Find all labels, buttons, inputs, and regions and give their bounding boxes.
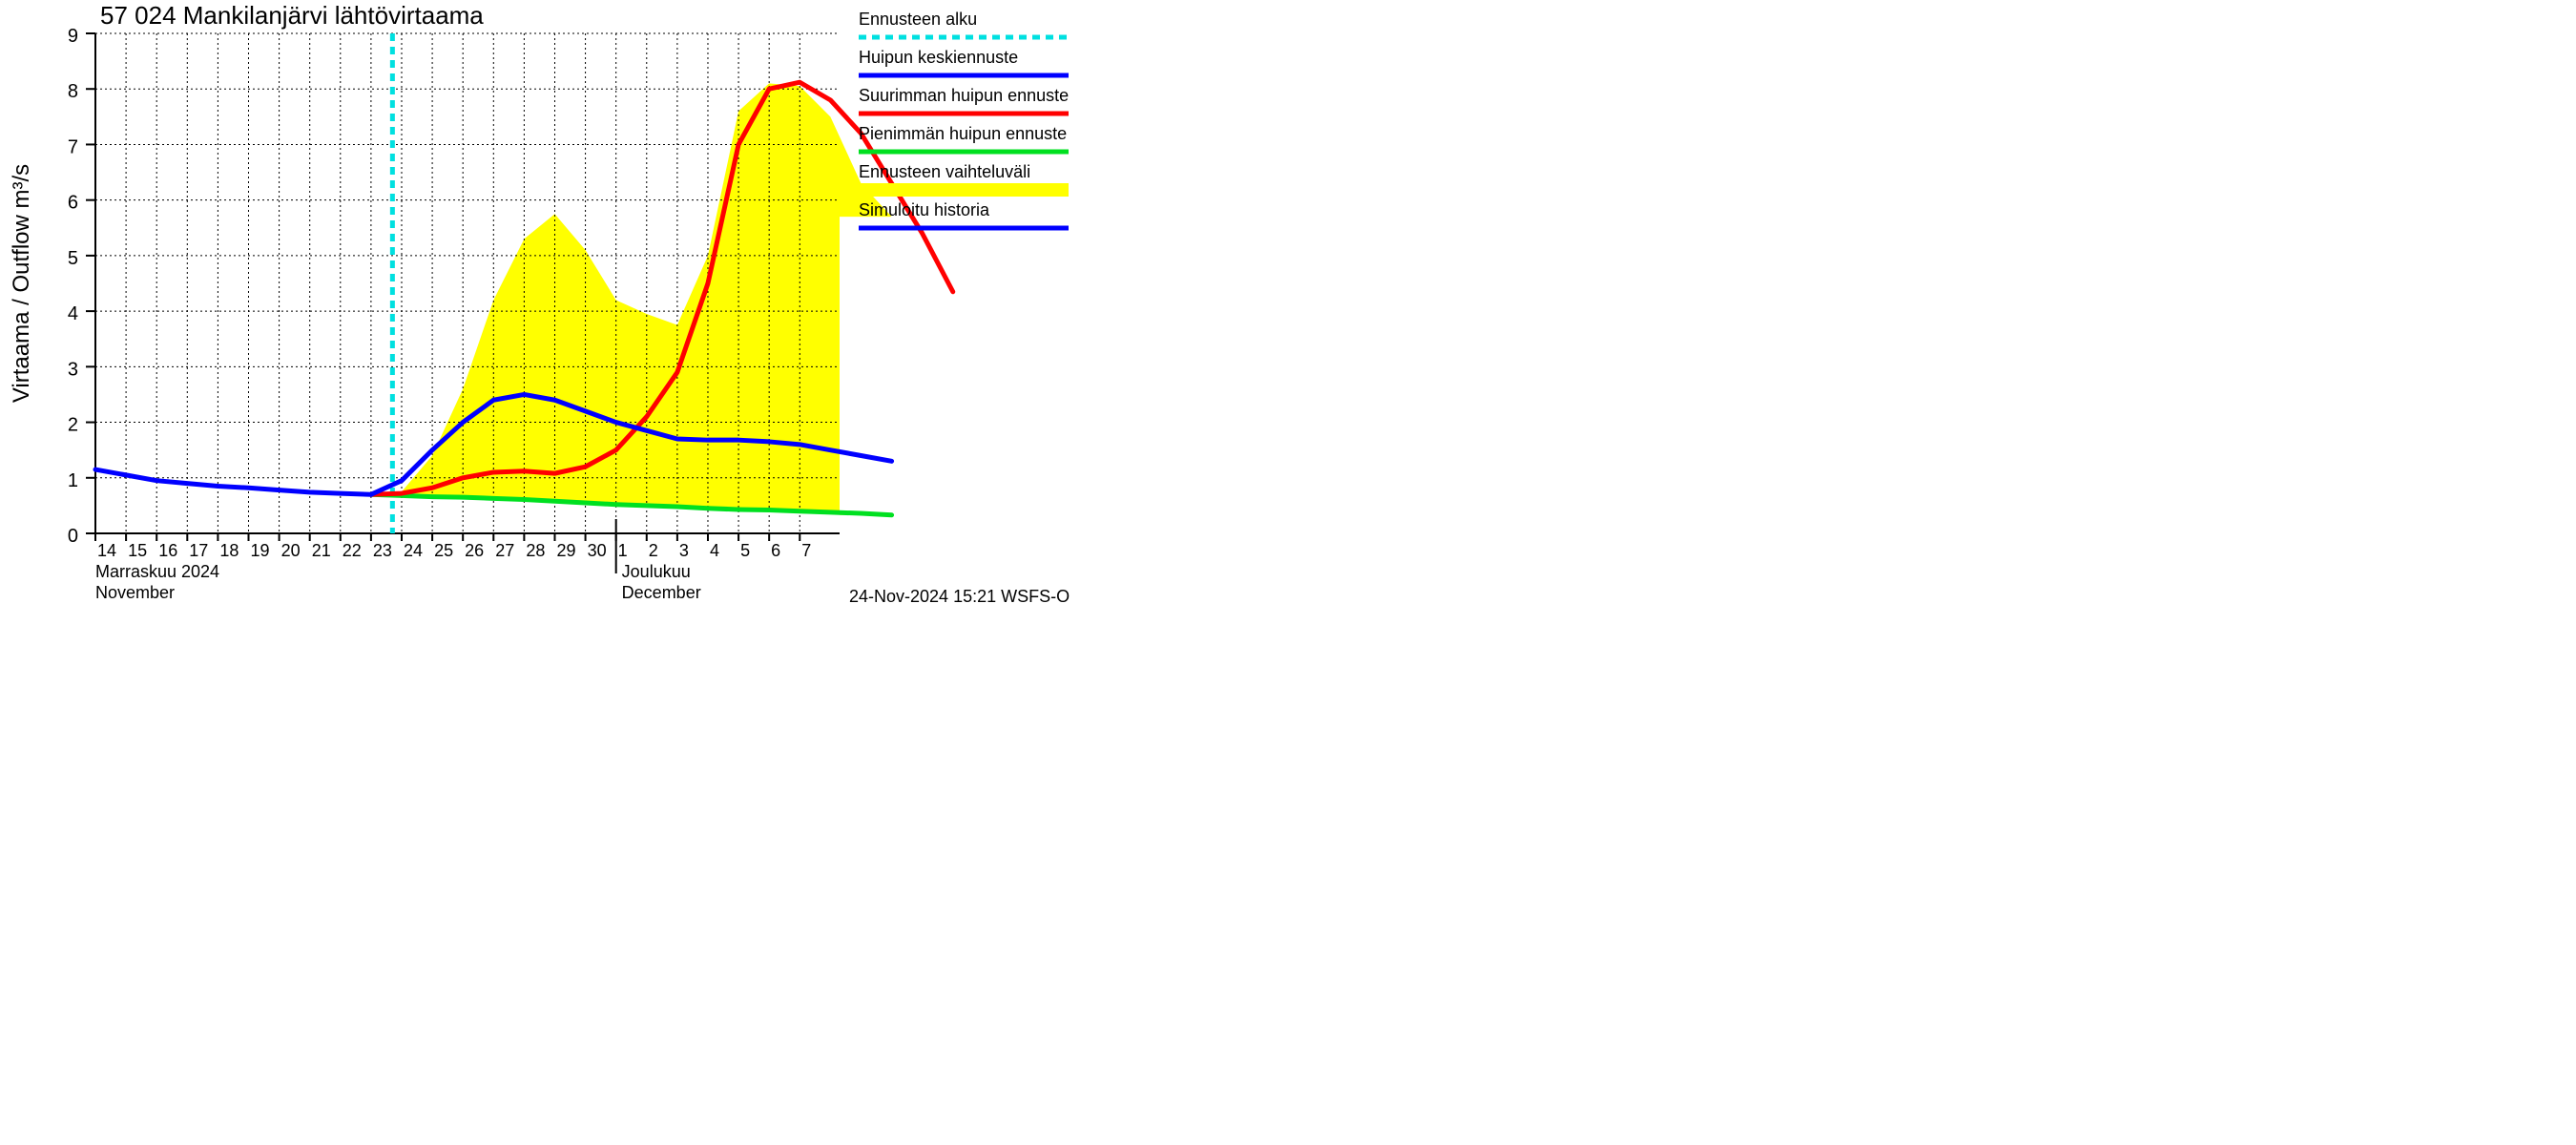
y-tick-label: 8: [68, 81, 78, 102]
y-tick-label: 7: [68, 136, 78, 157]
legend-label: Simuloitu historia: [859, 200, 990, 219]
chart-container: 57 024 Mankilanjärvi lähtövirtaama Virtaa…: [0, 0, 1431, 636]
x-tick-label: 3: [679, 541, 689, 560]
y-tick-label: 3: [68, 359, 78, 380]
legend-label: Ennusteen vaihteluväli: [859, 162, 1030, 181]
legend-label: Suurimman huipun ennuste: [859, 86, 1069, 105]
month-label-en-left: November: [95, 583, 175, 602]
x-tick-label: 25: [434, 541, 453, 560]
flow-chart: 57 024 Mankilanjärvi lähtövirtaama Virtaa…: [0, 0, 1431, 636]
x-tick-label: 4: [710, 541, 719, 560]
x-tick-label: 27: [495, 541, 514, 560]
x-tick-label: 2: [649, 541, 658, 560]
x-tick-label: 16: [158, 541, 177, 560]
x-tick-label: 29: [556, 541, 575, 560]
month-label-fi-left: Marraskuu 2024: [95, 562, 219, 581]
x-tick-label: 28: [526, 541, 545, 560]
x-tick-label: 1: [618, 541, 628, 560]
x-tick-label: 20: [281, 541, 301, 560]
x-tick-label: 17: [189, 541, 208, 560]
x-tick-label: 5: [740, 541, 750, 560]
y-tick-label: 2: [68, 415, 78, 436]
x-tick-label: 14: [97, 541, 116, 560]
x-tick-label: 30: [588, 541, 607, 560]
legend-label: Pienimmän huipun ennuste: [859, 124, 1067, 143]
month-label-en-right: December: [622, 583, 701, 602]
y-axis-label: Virtaama / Outflow m³/s: [9, 164, 34, 403]
y-tick-label: 4: [68, 303, 78, 324]
x-tick-label: 24: [404, 541, 423, 560]
x-tick-label: 21: [312, 541, 331, 560]
legend-swatch: [859, 183, 1069, 197]
x-tick-label: 23: [373, 541, 392, 560]
month-label-fi-right: Joulukuu: [622, 562, 691, 581]
x-tick-label: 7: [801, 541, 811, 560]
chart-title: 57 024 Mankilanjärvi lähtövirtaama: [100, 1, 484, 30]
y-tick-label: 6: [68, 193, 78, 214]
x-tick-label: 18: [219, 541, 239, 560]
legend-label: Huipun keskiennuste: [859, 48, 1018, 67]
x-tick-label: 22: [343, 541, 362, 560]
y-tick-label: 0: [68, 526, 78, 547]
x-tick-label: 15: [128, 541, 147, 560]
y-tick-label: 5: [68, 248, 78, 269]
y-tick-label: 1: [68, 470, 78, 491]
x-tick-label: 6: [771, 541, 780, 560]
x-tick-label: 19: [250, 541, 269, 560]
legend-label: Ennusteen alku: [859, 10, 977, 29]
y-tick-label: 9: [68, 26, 78, 47]
x-tick-label: 26: [465, 541, 484, 560]
chart-footer: 24-Nov-2024 15:21 WSFS-O: [849, 587, 1070, 606]
